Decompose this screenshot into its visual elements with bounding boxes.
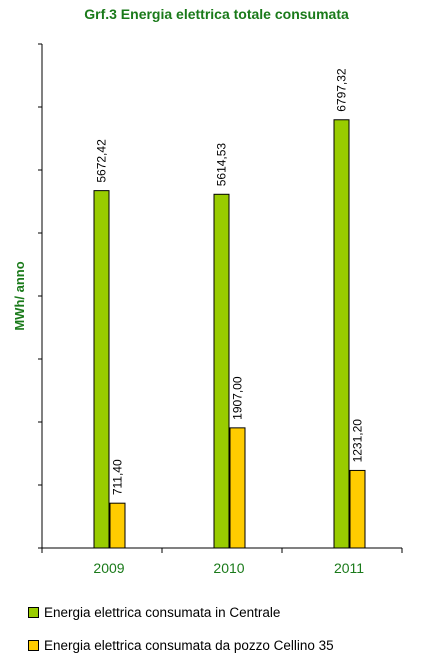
- legend-swatch-pozzo: [28, 640, 39, 651]
- data-label-pozzo: 1231,20: [351, 419, 365, 463]
- bar-centrale: [213, 193, 230, 549]
- x-tick-label: 2011: [334, 560, 364, 576]
- bar-pozzo: [109, 502, 126, 549]
- bar-centrale: [333, 119, 350, 549]
- bar-pozzo: [349, 469, 366, 549]
- legend-swatch-centrale: [28, 607, 39, 618]
- bar-pozzo: [229, 427, 246, 549]
- data-label-pozzo: 1907,00: [231, 376, 245, 420]
- legend-item-pozzo: Energia elettrica consumata da pozzo Cel…: [28, 638, 334, 653]
- legend-label-centrale: Energia elettrica consumata in Centrale: [44, 605, 281, 620]
- y-axis-label: MWh/ anno: [12, 261, 27, 330]
- legend-item-centrale: Energia elettrica consumata in Centrale: [28, 605, 280, 620]
- chart-title: Grf.3 Energia elettrica totale consumata: [84, 6, 349, 22]
- bar-centrale: [93, 190, 110, 549]
- x-tick-label: 2009: [93, 560, 124, 576]
- data-label-pozzo: 711,40: [111, 459, 125, 495]
- bar-chart: MWh/ anno 2009 5672,42 711,40 2010 5614,53 190…: [12, 43, 403, 576]
- data-label-centrale: 6797,32: [335, 68, 349, 112]
- x-tick-label: 2010: [213, 560, 244, 576]
- data-label-centrale: 5614,53: [215, 143, 229, 187]
- data-label-centrale: 5672,42: [95, 139, 109, 183]
- legend-label-pozzo: Energia elettrica consumata da pozzo Cel…: [44, 638, 334, 653]
